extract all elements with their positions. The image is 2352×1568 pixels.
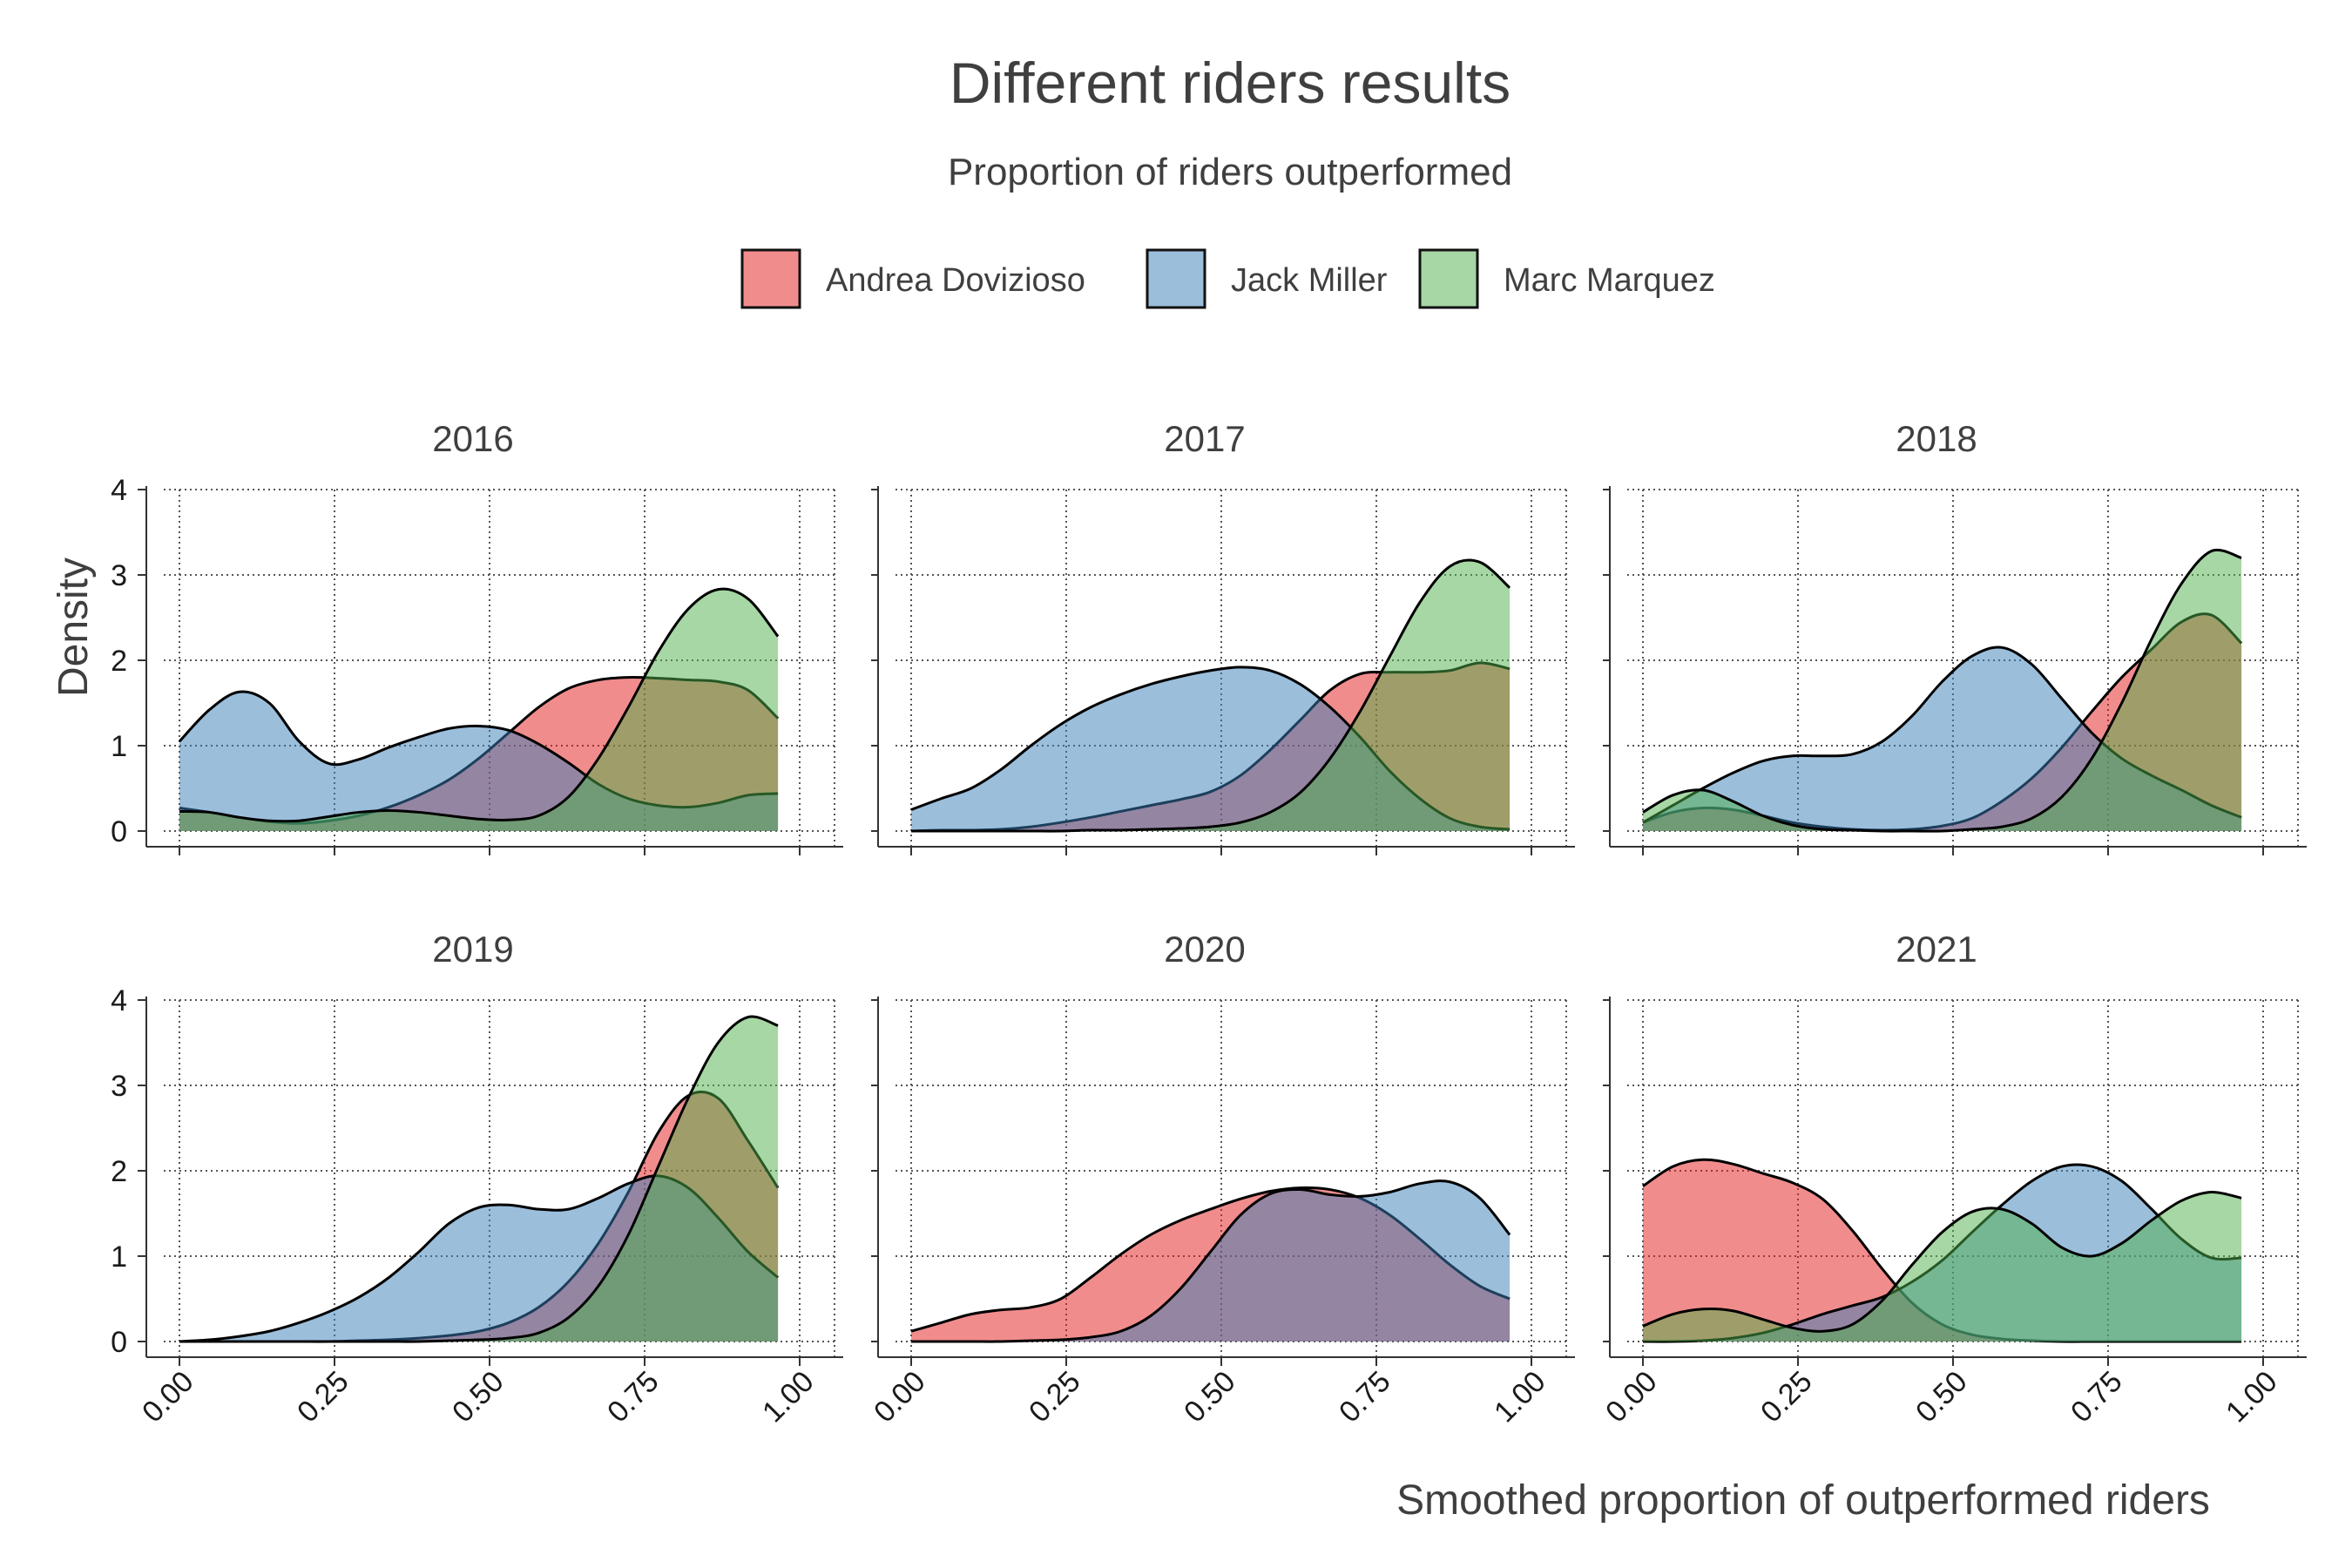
density-line-jack-miller xyxy=(911,1179,1511,1343)
y-tick-label: 3 xyxy=(111,559,127,592)
y-tick-label: 4 xyxy=(111,984,127,1017)
x-tick-label: 1.00 xyxy=(1488,1365,1552,1429)
y-tick-label: 4 xyxy=(111,474,127,507)
y-tick-label: 1 xyxy=(111,730,127,763)
x-tick-label: 0.00 xyxy=(868,1365,932,1429)
x-tick-label: 0.75 xyxy=(601,1365,666,1429)
density-line-marc-marquez xyxy=(1642,548,2242,833)
panel-2016: 2016 0 1 2 3 4 xyxy=(111,418,843,855)
legend-label-marc-marquez: Marc Marquez xyxy=(1504,262,1715,299)
x-tick-label: 0.25 xyxy=(291,1365,355,1429)
chart-title: Different riders results xyxy=(950,51,1511,115)
x-tick-label: 0.75 xyxy=(1333,1365,1397,1429)
facet-panels: 2016 0 1 2 3 4 2017 2018 2019 0 1 2 3 4 0.00 0.25 0.50 0.… xyxy=(111,418,2307,1429)
y-tick-label: 2 xyxy=(111,645,127,678)
panel-strip-2020: 2020 xyxy=(1164,929,1245,970)
legend-key-andrea-dovizioso xyxy=(740,248,801,309)
panel-2017: 2017 xyxy=(871,418,1575,855)
x-tick-label: 1.00 xyxy=(756,1365,821,1429)
legend-label-jack-miller: Jack Miller xyxy=(1231,262,1388,299)
legend-key-marc-marquez xyxy=(1418,248,1479,309)
legend-label-andrea-dovizioso: Andrea Dovizioso xyxy=(826,262,1085,299)
x-tick-label: 0.25 xyxy=(1023,1365,1087,1429)
legend: Andrea Dovizioso Jack Miller Marc Marquez xyxy=(740,248,1715,309)
density-line-marc-marquez xyxy=(911,558,1511,833)
x-tick-label: 0.00 xyxy=(136,1365,200,1429)
panel-strip-2017: 2017 xyxy=(1164,418,1245,459)
x-tick-label: 0.50 xyxy=(1178,1365,1242,1429)
density-area-jack-miller xyxy=(911,1180,1511,1342)
density-area-andrea-dovizioso xyxy=(1643,1159,2242,1342)
panel-2020: 2020 0.00 0.25 0.50 0.75 1.00 xyxy=(868,929,1575,1429)
x-tick-label: 0.50 xyxy=(446,1365,510,1429)
density-line-marc-marquez xyxy=(179,1015,779,1343)
legend-key-jack-miller xyxy=(1146,248,1206,309)
x-tick-label: 0.25 xyxy=(1754,1365,1819,1429)
x-axis-title: Smoothed proportion of outperformed ride… xyxy=(1396,1477,2210,1524)
panel-2021: 2021 0.00 0.25 0.50 0.75 1.00 xyxy=(1599,929,2307,1429)
y-tick-label: 3 xyxy=(111,1070,127,1103)
x-tick-label: 0.75 xyxy=(2065,1365,2129,1429)
density-area-marc-marquez xyxy=(179,589,779,831)
y-tick-label: 1 xyxy=(111,1240,127,1274)
x-tick-label: 0.00 xyxy=(1599,1365,1664,1429)
y-axis-title: Density xyxy=(51,558,97,697)
density-line-marc-marquez xyxy=(1642,1190,2242,1333)
panel-2018: 2018 xyxy=(1603,418,2307,855)
x-tick-label: 0.50 xyxy=(1909,1365,1974,1429)
panel-2019: 2019 0 1 2 3 4 0.00 0.25 0.50 0.75 1.00 xyxy=(111,929,843,1429)
density-area-marc-marquez xyxy=(179,1017,779,1342)
y-tick-label: 0 xyxy=(111,1326,127,1359)
panel-strip-2021: 2021 xyxy=(1896,929,1977,970)
panel-strip-2016: 2016 xyxy=(432,418,513,459)
x-tick-label: 1.00 xyxy=(2220,1365,2284,1429)
density-area-marc-marquez xyxy=(1643,1192,2242,1342)
y-tick-label: 2 xyxy=(111,1155,127,1188)
density-area-marc-marquez xyxy=(911,560,1511,832)
panel-strip-2019: 2019 xyxy=(432,929,513,970)
panel-strip-2018: 2018 xyxy=(1896,418,1977,459)
density-area-jack-miller xyxy=(179,692,779,831)
chart-subtitle: Proportion of riders outperformed xyxy=(948,151,1512,193)
density-line-marc-marquez xyxy=(179,587,780,823)
y-tick-label: 0 xyxy=(111,815,127,848)
